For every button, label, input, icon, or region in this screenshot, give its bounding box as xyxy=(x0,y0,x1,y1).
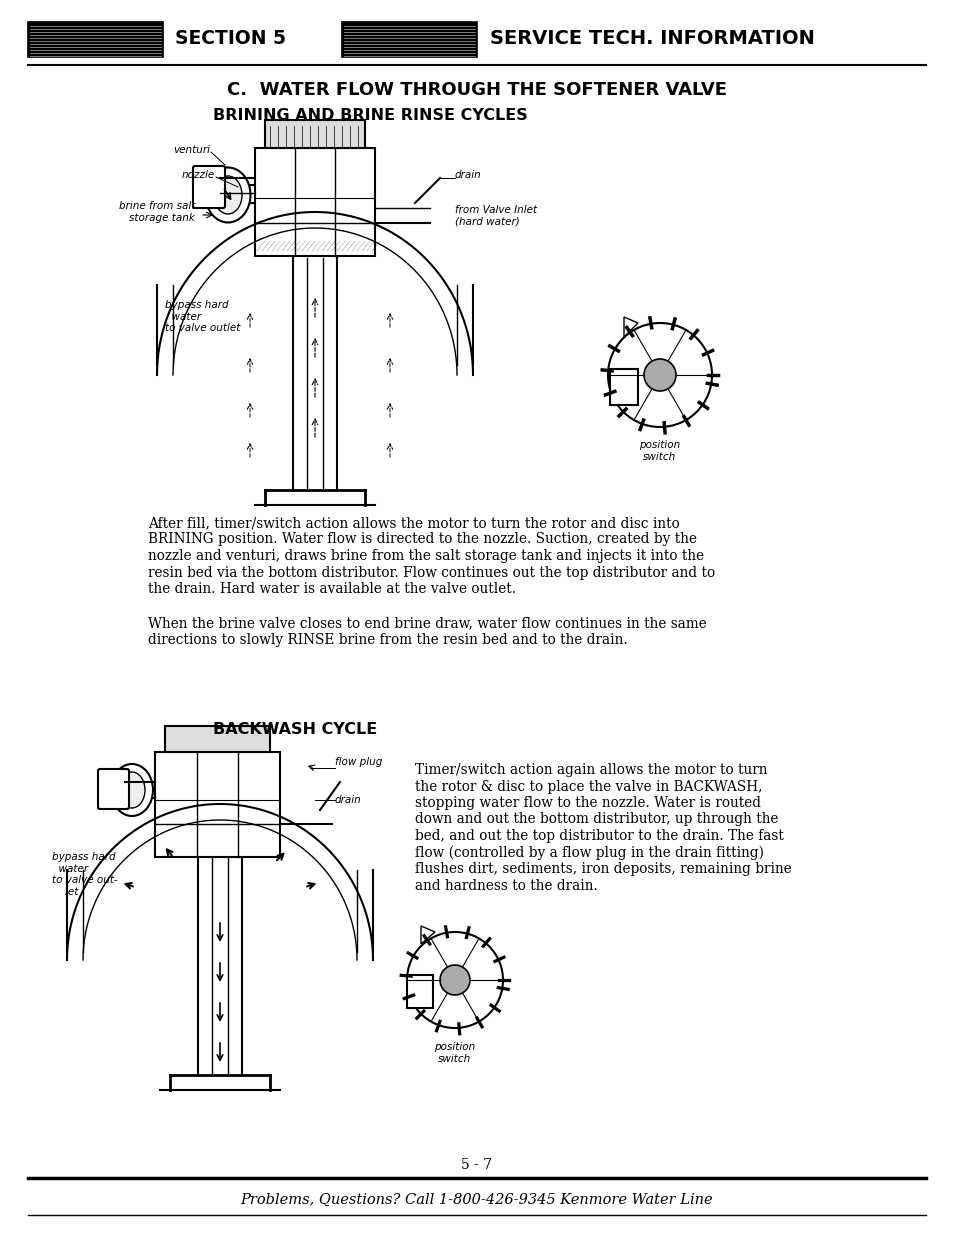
Text: flow plug: flow plug xyxy=(335,757,382,767)
Text: SECTION 5: SECTION 5 xyxy=(174,30,286,48)
Bar xyxy=(254,147,375,256)
Bar xyxy=(407,975,433,1009)
Text: Problems, Questions? Call 1-800-426-9345 Kenmore Water Line: Problems, Questions? Call 1-800-426-9345… xyxy=(240,1193,713,1207)
Ellipse shape xyxy=(213,176,242,214)
Text: flow (controlled by a flow plug in the drain fitting): flow (controlled by a flow plug in the d… xyxy=(415,845,763,860)
Text: When the brine valve closes to end brine draw, water flow continues in the same: When the brine valve closes to end brine… xyxy=(148,617,706,631)
Text: drain: drain xyxy=(335,795,361,805)
Text: the rotor & disc to place the valve in BACKWASH,: the rotor & disc to place the valve in B… xyxy=(415,779,761,793)
Text: venturi: venturi xyxy=(172,145,210,155)
Text: bypass hard
  water
to valve out-
    let: bypass hard water to valve out- let xyxy=(52,852,117,897)
Text: drain: drain xyxy=(455,170,481,180)
Text: Timer/switch action again allows the motor to turn: Timer/switch action again allows the mot… xyxy=(415,763,767,777)
Text: BACKWASH CYCLE: BACKWASH CYCLE xyxy=(213,722,376,737)
Text: nozzle and venturi, draws brine from the salt storage tank and injects it into t: nozzle and venturi, draws brine from the… xyxy=(148,549,703,563)
Bar xyxy=(341,22,476,57)
Text: bed, and out the top distributor to the drain. The fast: bed, and out the top distributor to the … xyxy=(415,829,783,843)
Text: resin bed via the bottom distributor. Flow continues out the top distributor and: resin bed via the bottom distributor. Fl… xyxy=(148,565,715,580)
Text: and hardness to the drain.: and hardness to the drain. xyxy=(415,878,598,892)
Bar xyxy=(28,22,163,57)
Ellipse shape xyxy=(205,167,251,223)
Circle shape xyxy=(607,323,711,427)
Text: stopping water flow to the nozzle. Water is routed: stopping water flow to the nozzle. Water… xyxy=(415,795,760,810)
Polygon shape xyxy=(420,926,435,944)
Text: flushes dirt, sediments, iron deposits, remaining brine: flushes dirt, sediments, iron deposits, … xyxy=(415,862,791,876)
Ellipse shape xyxy=(111,764,152,817)
Bar xyxy=(165,726,270,752)
Text: SERVICE TECH. INFORMATION: SERVICE TECH. INFORMATION xyxy=(490,30,814,48)
FancyBboxPatch shape xyxy=(193,166,225,208)
Bar xyxy=(265,120,365,147)
Polygon shape xyxy=(623,317,638,337)
Circle shape xyxy=(407,932,502,1028)
FancyBboxPatch shape xyxy=(98,769,129,809)
Text: brine from salt
storage tank: brine from salt storage tank xyxy=(118,201,194,223)
Text: from Valve Inlet
(hard water): from Valve Inlet (hard water) xyxy=(455,204,537,227)
Text: nozzle: nozzle xyxy=(182,170,214,180)
Text: C.  WATER FLOW THROUGH THE SOFTENER VALVE: C. WATER FLOW THROUGH THE SOFTENER VALVE xyxy=(227,81,726,99)
Text: the drain. Hard water is available at the valve outlet.: the drain. Hard water is available at th… xyxy=(148,582,516,596)
Text: position
switch: position switch xyxy=(639,440,679,462)
Text: bypass hard
  water
to valve outlet: bypass hard water to valve outlet xyxy=(165,300,240,333)
Text: down and out the bottom distributor, up through the: down and out the bottom distributor, up … xyxy=(415,813,778,826)
Text: 5 - 7: 5 - 7 xyxy=(461,1158,492,1172)
Text: directions to slowly RINSE brine from the resin bed and to the drain.: directions to slowly RINSE brine from th… xyxy=(148,633,627,647)
Ellipse shape xyxy=(119,772,145,808)
Text: BRINING AND BRINE RINSE CYCLES: BRINING AND BRINE RINSE CYCLES xyxy=(213,108,527,123)
Circle shape xyxy=(439,965,470,995)
Text: After fill, timer/switch action allows the motor to turn the rotor and disc into: After fill, timer/switch action allows t… xyxy=(148,515,679,530)
Text: position
switch: position switch xyxy=(434,1042,476,1063)
Text: BRINING position. Water flow is directed to the nozzle. Suction, created by the: BRINING position. Water flow is directed… xyxy=(148,533,697,546)
Bar xyxy=(154,752,280,857)
Bar xyxy=(609,369,638,405)
Circle shape xyxy=(643,359,676,392)
